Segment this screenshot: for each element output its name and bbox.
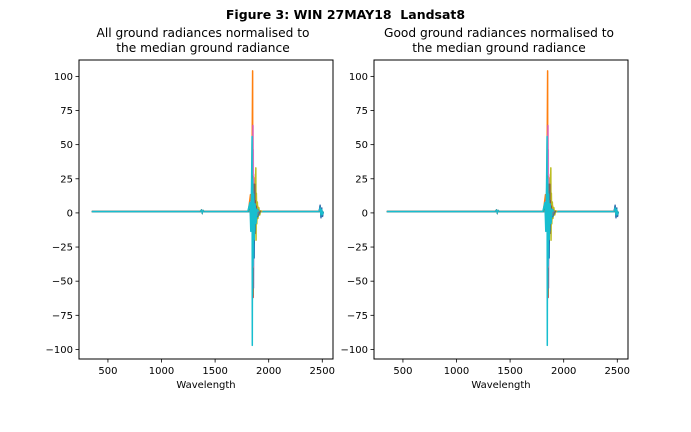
left-y-tick-label: 75 [60, 106, 73, 117]
left-x-tick-label: 2000 [256, 366, 281, 377]
right-y-tick-label: 75 [355, 106, 368, 117]
left-y-tick-label: 100 [54, 72, 73, 83]
left-y-tick-label: −25 [52, 243, 73, 254]
right-y-tick-label: 25 [355, 174, 368, 185]
right-x-tick-label: 1500 [497, 366, 522, 377]
figure-title: Figure 3: WIN 27MAY18 Landsat8 [225, 7, 466, 22]
right-panel-title: Good ground radiances normalised to the … [364, 26, 634, 56]
right-y-tick-label: −100 [341, 345, 368, 356]
left-x-tick-label: 500 [98, 366, 117, 377]
right-y-tick-label: −50 [347, 277, 368, 288]
left-axes-frame [78, 59, 334, 360]
right-y-tick-label: 100 [349, 72, 368, 83]
right-series-group [386, 70, 619, 347]
right-axes-frame [373, 59, 629, 360]
right-y-tick-label: −75 [347, 311, 368, 322]
right-series-10-band-1380 [494, 209, 500, 215]
right-y-tick-label: −25 [347, 243, 368, 254]
right-x-tick-label: 2000 [551, 366, 576, 377]
left-title-line-1: All ground radiances normalised to [96, 26, 310, 40]
left-series-10-band-1380 [199, 209, 205, 215]
left-y-tick-label: 0 [67, 208, 73, 219]
right-series-10-spike [542, 135, 555, 347]
left-series-10-tail [318, 207, 324, 216]
left-title-line-2: the median ground radiance [116, 41, 290, 55]
right-title-line-1: Good ground radiances normalised to [384, 26, 614, 40]
right-x-tick-label: 1000 [444, 366, 469, 377]
left-x-tick-label: 1000 [149, 366, 174, 377]
right-x-axis-label: Wavelength [471, 380, 530, 391]
left-y-tick-label: −75 [52, 311, 73, 322]
right-y-tick-label: 50 [355, 140, 368, 151]
left-x-tick-label: 2500 [310, 366, 335, 377]
right-series-10-tail [613, 207, 619, 216]
right-x-tick-label: 500 [393, 366, 412, 377]
left-x-axis-label: Wavelength [176, 380, 235, 391]
right-y-tick-label: 0 [362, 208, 368, 219]
right-x-tick-label: 2500 [605, 366, 630, 377]
left-y-tick-label: 25 [60, 174, 73, 185]
left-y-tick-label: −50 [52, 277, 73, 288]
right-plot: 500 1000 1500 2000 2500 100 75 50 25 0 −25 −50 −75 −1… [341, 59, 630, 391]
left-series-10-spike [247, 135, 260, 347]
left-y-tick-label: −100 [46, 345, 73, 356]
left-x-tick-label: 1500 [202, 366, 227, 377]
right-title-line-2: the median ground radiance [412, 41, 586, 55]
left-y-tick-label: 50 [60, 140, 73, 151]
left-plot: 500 1000 1500 2000 2500 100 75 50 25 0 −25 −50 −75 −1… [46, 59, 335, 391]
left-panel-title: All ground radiances normalised to the m… [68, 26, 338, 56]
left-series-group [91, 70, 324, 347]
